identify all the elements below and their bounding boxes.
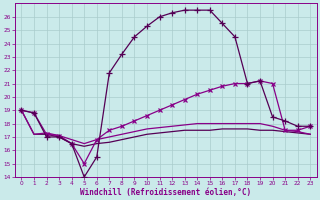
X-axis label: Windchill (Refroidissement éolien,°C): Windchill (Refroidissement éolien,°C)	[80, 188, 252, 197]
